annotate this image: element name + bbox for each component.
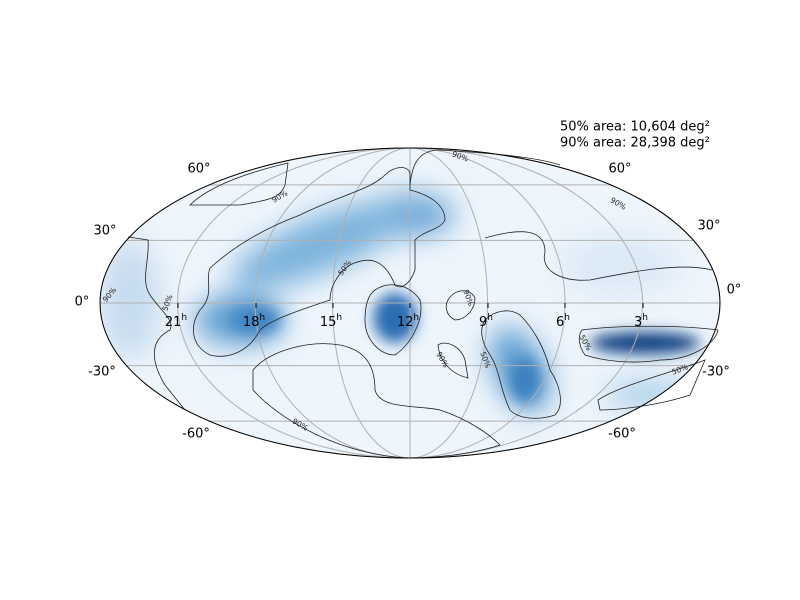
contour-50 (193, 167, 446, 357)
dec-label: 0° (75, 295, 90, 310)
ra-label: 12h (397, 313, 419, 330)
ra-hour: 15 (320, 315, 337, 330)
ra-label: 3h (634, 313, 648, 330)
dec-label: 30° (697, 219, 720, 234)
ra-hour: 9 (479, 315, 487, 330)
dec-label: 60° (187, 162, 210, 177)
ra-unit: h (487, 313, 493, 323)
ra-label: 18h (243, 313, 265, 330)
contour-50 (597, 359, 706, 411)
contour-90 (484, 231, 713, 281)
contour-90 (437, 342, 469, 379)
ra-label: 9h (479, 313, 493, 330)
ra-label: 6h (556, 313, 570, 330)
dec-label: 30° (93, 224, 116, 239)
ra-unit: h (642, 313, 648, 323)
contour-90 (445, 290, 476, 321)
contour-90 (252, 343, 501, 459)
ra-label: 15h (320, 313, 342, 330)
sky-outline (99, 147, 721, 459)
ra-unit: h (336, 313, 342, 323)
area-annotation: 50% area: 10,604 deg² (560, 120, 710, 135)
area-annotation: 90% area: 28,398 deg² (560, 136, 710, 151)
contour-50 (481, 310, 561, 419)
ra-hour: 6 (556, 315, 564, 330)
contour-50 (578, 325, 719, 363)
ra-unit: h (259, 313, 265, 323)
ra-unit: h (564, 313, 570, 323)
ra-unit: h (413, 313, 419, 323)
dec-label: 60° (608, 162, 631, 177)
ra-label: 21h (165, 313, 187, 330)
contour-90 (127, 236, 186, 411)
ra-hour: 21 (165, 315, 182, 330)
contour-90 (409, 149, 561, 186)
ra-hour: 3 (634, 315, 642, 330)
ra-hour: 18 (243, 315, 260, 330)
contours (127, 149, 719, 459)
dec-label: -60° (608, 427, 636, 442)
dec-label: -30° (88, 365, 116, 380)
contour-90 (189, 162, 289, 206)
dec-label: -30° (702, 365, 730, 380)
dec-label: -60° (182, 427, 210, 442)
ra-unit: h (181, 313, 187, 323)
dec-label: 0° (727, 283, 742, 298)
ra-hour: 12 (397, 315, 414, 330)
contour-50 (364, 284, 422, 356)
